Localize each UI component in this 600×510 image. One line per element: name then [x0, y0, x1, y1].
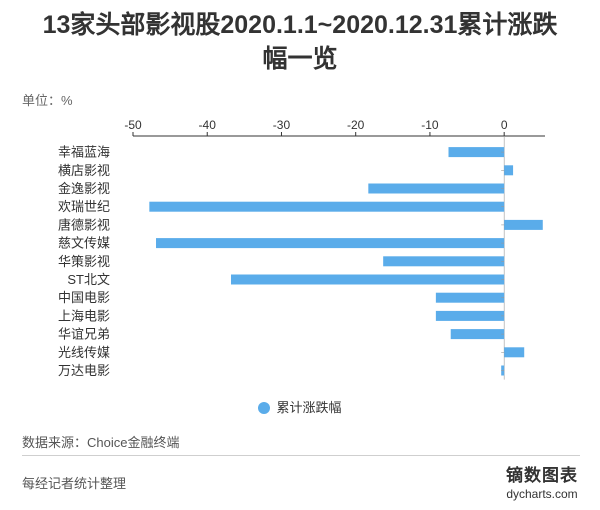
bar	[504, 165, 514, 176]
category-label: 光线传媒	[58, 345, 110, 360]
brand-url: dycharts.com	[506, 487, 578, 501]
bar	[230, 274, 505, 285]
bar	[156, 238, 505, 249]
category-label: 华谊兄弟	[58, 327, 110, 342]
legend-marker	[258, 402, 271, 414]
category-label: 上海电影	[58, 308, 110, 323]
category-label: 唐德影视	[58, 217, 110, 232]
category-label: 幸福蓝海	[58, 145, 110, 160]
chart-title: 13家头部影视股2020.1.1~2020.12.31累计涨跌 幅一览	[0, 8, 600, 76]
bar	[435, 292, 505, 303]
bar	[368, 183, 505, 194]
bar	[383, 256, 505, 267]
unit-label: 单位：%	[22, 93, 73, 108]
bar	[504, 219, 543, 230]
title-line-2: 幅一览	[262, 45, 338, 73]
x-tick-label: -40	[199, 118, 217, 132]
brand-logo: 镝数图表 dycharts.com	[506, 461, 578, 501]
brand-name: 镝数图表	[506, 466, 578, 486]
category-label: 万达电影	[58, 363, 110, 378]
category-label: 欢瑞世纪	[58, 199, 110, 214]
category-label: 中国电影	[58, 290, 110, 305]
bar	[504, 347, 525, 358]
category-label: 金逸影视	[58, 181, 110, 196]
bar	[450, 329, 505, 340]
x-tick-label: -10	[421, 118, 439, 132]
bar	[448, 147, 505, 158]
compiler-note: 每经记者统计整理	[22, 476, 127, 491]
divider	[22, 455, 580, 456]
x-tick-label: -30	[273, 118, 291, 132]
x-tick-label: -20	[347, 118, 365, 132]
category-label: 华策影视	[58, 254, 110, 269]
bar	[149, 201, 505, 212]
category-label: 慈文传媒	[58, 236, 110, 251]
title-line-1: 13家头部影视股2020.1.1~2020.12.31累计涨跌	[42, 11, 558, 39]
legend: 累计涨跌幅	[0, 397, 600, 416]
x-tick-label: 0	[501, 118, 508, 132]
category-label: 横店影视	[58, 163, 110, 178]
legend-label: 累计涨跌幅	[276, 400, 342, 415]
data-source: 数据来源：Choice金融终端	[22, 435, 180, 450]
x-tick-label: -50	[124, 118, 142, 132]
category-label: ST北文	[67, 272, 110, 287]
bar	[435, 310, 505, 321]
